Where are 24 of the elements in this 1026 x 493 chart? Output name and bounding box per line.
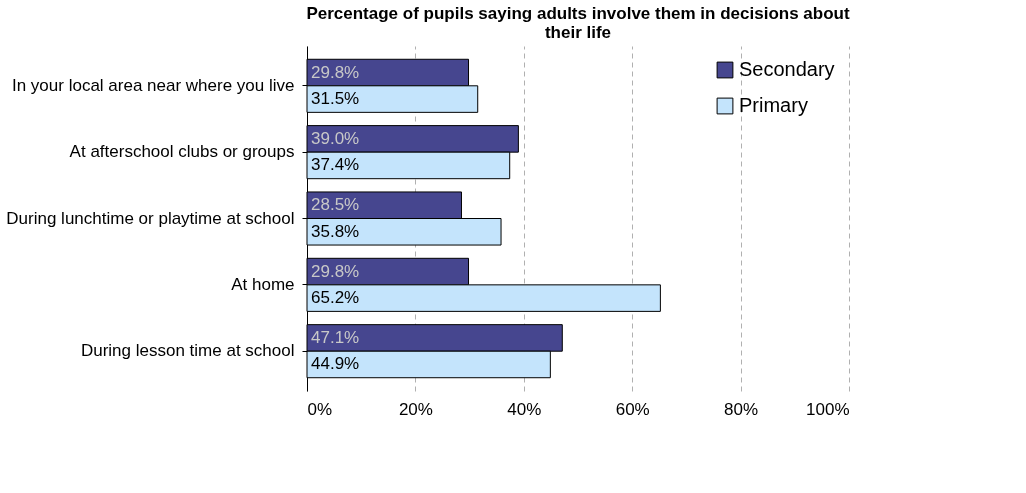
y-tick-label: At afterschool clubs or groups: [69, 142, 295, 162]
x-tick-label: 60%: [615, 399, 650, 419]
chart-title: Percentage of pupils saying adults involve them in decisions about their life: [306, 4, 850, 42]
y-tick-label: During lunchtime or playtime at school: [6, 208, 295, 228]
data-label: 44.9%: [311, 354, 360, 374]
legend-label: Secondary: [739, 58, 835, 80]
y-tick-label: At home: [231, 274, 295, 294]
data-label: 37.4%: [311, 155, 360, 175]
data-label: 65.2%: [311, 288, 360, 308]
data-label: 29.8%: [311, 62, 360, 82]
data-label: 39.0%: [311, 128, 360, 148]
y-tick-label: During lesson time at school: [80, 341, 295, 361]
data-label: 29.8%: [311, 261, 360, 281]
data-label: 31.5%: [311, 89, 360, 109]
x-tick-label: 100%: [806, 399, 850, 419]
x-tick-label: 80%: [724, 399, 759, 419]
legend-label: Primary: [739, 94, 808, 116]
data-label: 35.8%: [311, 221, 360, 241]
x-tick-label: 20%: [398, 399, 433, 419]
data-label: 28.5%: [311, 195, 360, 215]
x-tick-label: 40%: [507, 399, 542, 419]
x-tick-label: 0%: [307, 399, 333, 419]
y-tick-label: In your local area near where you live: [11, 75, 295, 95]
data-label: 47.1%: [311, 327, 360, 347]
